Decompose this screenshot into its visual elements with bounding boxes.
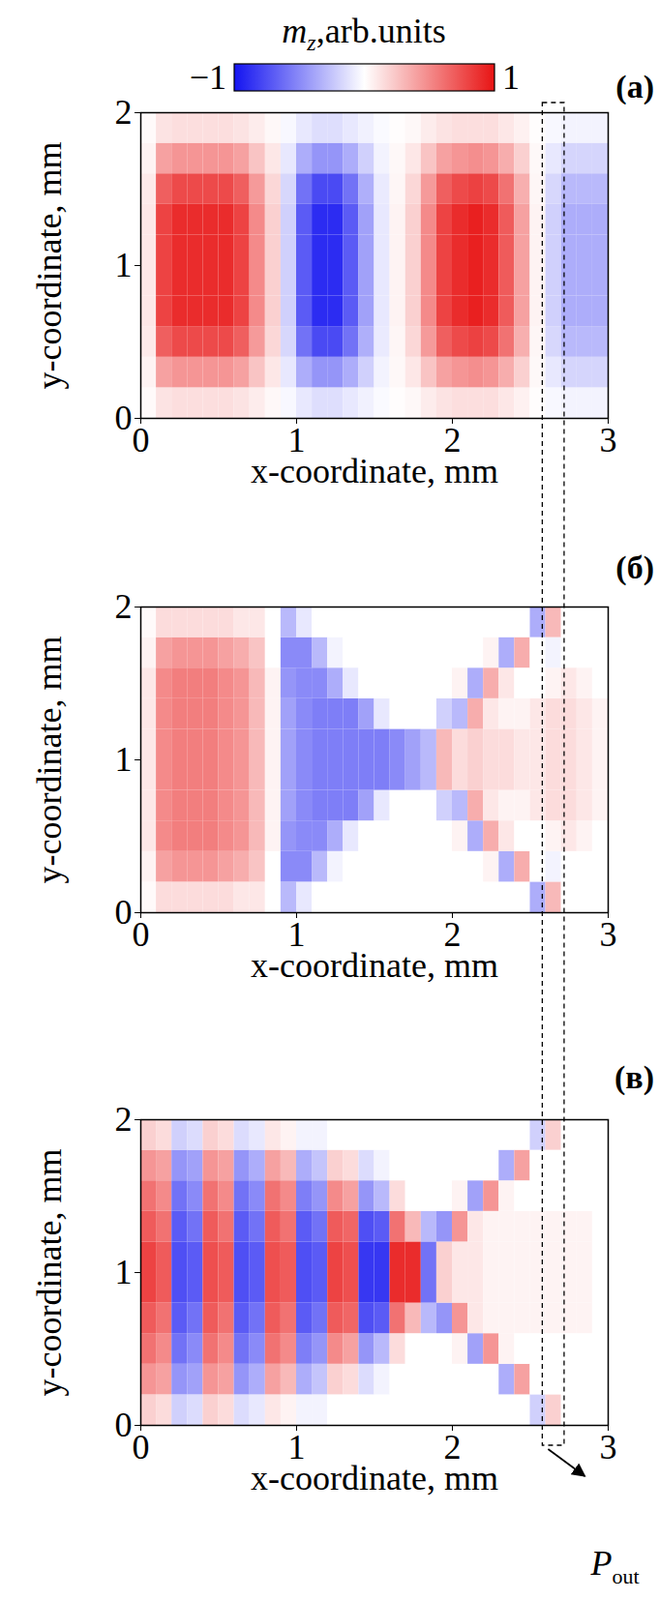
svg-text:(а): (а): [615, 68, 655, 106]
svg-text:2: 2: [115, 1100, 133, 1139]
svg-text:mz,arb.units: mz,arb.units: [281, 11, 446, 56]
svg-text:x-coordinate, mm: x-coordinate, mm: [250, 946, 499, 986]
svg-text:1: 1: [115, 740, 133, 779]
svg-text:2: 2: [443, 1428, 462, 1468]
svg-text:y-coordinate, mm: y-coordinate, mm: [29, 1149, 69, 1398]
svg-text:y-coordinate, mm: y-coordinate, mm: [29, 142, 69, 390]
svg-text:−1: −1: [189, 58, 227, 97]
svg-text:0: 0: [115, 1406, 133, 1445]
svg-text:(в): (в): [614, 1059, 655, 1097]
svg-text:2: 2: [443, 421, 462, 460]
svg-text:0: 0: [132, 420, 150, 460]
svg-text:2: 2: [115, 92, 133, 132]
svg-text:3: 3: [599, 915, 618, 955]
svg-text:(б): (б): [615, 549, 655, 587]
svg-text:x-coordinate, mm: x-coordinate, mm: [250, 1459, 499, 1498]
svg-text:0: 0: [115, 398, 133, 438]
svg-text:y-coordinate, mm: y-coordinate, mm: [29, 636, 69, 885]
svg-text:0: 0: [132, 915, 150, 955]
svg-text:Pout: Pout: [589, 1544, 639, 1589]
svg-text:x-coordinate, mm: x-coordinate, mm: [250, 451, 499, 491]
svg-text:1: 1: [502, 58, 520, 97]
svg-text:1: 1: [115, 245, 133, 285]
svg-text:2: 2: [443, 915, 462, 955]
svg-text:3: 3: [599, 420, 618, 460]
svg-text:0: 0: [132, 1428, 150, 1468]
svg-text:1: 1: [287, 915, 306, 955]
svg-text:0: 0: [115, 893, 133, 932]
svg-text:3: 3: [599, 1428, 618, 1468]
svg-text:1: 1: [287, 421, 306, 460]
svg-text:1: 1: [115, 1253, 133, 1292]
svg-text:1: 1: [287, 1428, 306, 1468]
svg-text:2: 2: [115, 587, 133, 627]
